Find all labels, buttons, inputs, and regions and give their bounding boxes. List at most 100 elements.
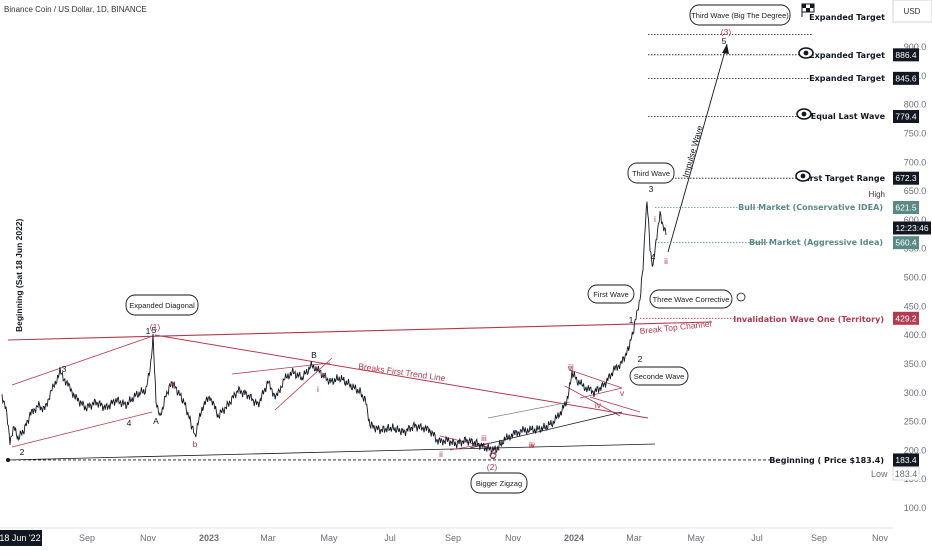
price-tag-text: 672.3 <box>895 173 917 183</box>
y-tick-label: 600.0 <box>904 215 927 225</box>
price-tag-text: 845.6 <box>895 73 917 83</box>
flag-icon-check <box>806 8 810 12</box>
x-tick-label: Sep <box>79 533 95 543</box>
x-tick-label: Nov <box>140 533 157 543</box>
y-tick-label: 500.0 <box>904 273 927 283</box>
price-tag-box <box>893 221 931 235</box>
y-tick-label: 250.0 <box>904 417 927 427</box>
y-tick-label: 350.0 <box>904 359 927 369</box>
y-tick-label: 750.0 <box>904 128 927 138</box>
wave-label: 4 <box>127 418 132 428</box>
bubble-text: Three Wave Corrective <box>653 295 730 304</box>
bubble-layer: Third Wave (Big The Degree) Third Wave Fir… <box>125 4 791 494</box>
trend-line <box>11 335 154 386</box>
eye-icon-pupil <box>803 50 809 56</box>
wave-label: 1 <box>629 315 634 325</box>
level-label: Bull Market (Aggressive Idea) <box>749 238 883 247</box>
x-tick-label: 2024 <box>564 533 584 543</box>
wave-label: B <box>311 350 317 360</box>
beginning-vertical-label: Beginning (Sat 18 Jun 2022) <box>14 218 24 332</box>
y-tick-label: 200.0 <box>904 445 927 455</box>
price-tag-box <box>893 200 919 214</box>
wave-label: A <box>153 416 159 426</box>
wave-label: v <box>568 363 573 373</box>
price-tag-text: 560.4 <box>895 238 917 248</box>
x-tick-label: Mar <box>626 533 642 543</box>
currency-box[interactable] <box>892 0 932 23</box>
trend-line <box>589 396 641 413</box>
trend-line <box>7 443 656 461</box>
wave-label: 3 <box>649 184 654 194</box>
level-label: Expanded Target <box>809 74 885 83</box>
bubble-box <box>629 366 689 386</box>
level-label: Beginning ( Price $183.4) <box>769 456 884 465</box>
price-tag-box <box>893 109 919 123</box>
level-label: Expanded Target <box>809 51 885 60</box>
wave-label: v <box>620 388 625 398</box>
y-tick-label: 300.0 <box>904 388 927 398</box>
wave-label: iii <box>568 362 574 372</box>
x-tick-label: May <box>687 533 705 543</box>
wave-label: 2 <box>20 447 25 457</box>
x-tick-label: Jul <box>751 533 763 543</box>
x-tick-layer: 18 Jun '22 Sep Nov 2023 Mar May Jul Sep Nov 2024 M… <box>0 530 888 546</box>
bubble-text: Expanded Diagonal <box>129 301 195 310</box>
flag-icon-check <box>802 4 806 8</box>
wave-label: iii <box>481 433 487 443</box>
wave-label: a <box>170 378 175 388</box>
lightbulb-icon <box>736 292 746 302</box>
bubble-text: Third Wave (Big The Degree) <box>691 11 789 20</box>
wave-label: 5 <box>152 325 157 335</box>
y-tick-label: 900.0 <box>904 42 927 52</box>
price-tag-box <box>893 236 919 250</box>
price-tag-text: 183.4 <box>895 455 917 465</box>
wave-label: b <box>193 439 198 449</box>
y-tick-label: 650.0 <box>904 186 927 196</box>
wave-label: i <box>317 384 319 394</box>
price-layer <box>1 201 667 455</box>
trend-line <box>11 411 153 448</box>
bubble-text: Third Wave <box>632 169 670 178</box>
y-tick-label: 700.0 <box>904 157 927 167</box>
level-lines-layer <box>8 34 816 461</box>
currency-label[interactable]: USD <box>904 7 921 16</box>
wave-label: 3 <box>62 364 67 374</box>
price-tag-text: 779.4 <box>895 111 917 121</box>
level-label: First Target Range <box>802 174 886 183</box>
x-tick-label: Nov <box>872 533 889 543</box>
trend-line <box>579 387 623 399</box>
symbol-title: Binance Coin / US Dollar, 1D, BINANCE <box>4 5 147 14</box>
price-tag-text: 886.4 <box>895 50 917 60</box>
y-tick-label: 100.0 <box>904 503 927 513</box>
level-label-layer: Expanded Target Expanded Target Expanded T… <box>733 3 886 465</box>
level-label: Bull Market (Conservative IDEA) <box>738 203 883 212</box>
trend-line <box>564 385 621 417</box>
trend-line <box>274 357 333 411</box>
time-axis-panel <box>0 528 893 550</box>
wave-label: i <box>654 214 656 224</box>
level-label: Expanded Target <box>809 13 885 22</box>
wave-label: (1) <box>150 322 161 332</box>
wave-label: 2 <box>638 354 643 364</box>
bubble-text: Seconde Wave <box>634 372 685 381</box>
bubble-box <box>470 472 528 494</box>
low-marker-circle <box>489 451 497 459</box>
wave-label: 1 <box>146 326 151 336</box>
eye-icon-pupil <box>801 111 807 117</box>
y-tick-label: 400.0 <box>904 330 927 340</box>
wave-label: (3) <box>721 27 732 37</box>
x-tick-label: Sep <box>811 533 827 543</box>
wave-label: C <box>490 451 496 461</box>
wave-label: (2) <box>487 462 498 472</box>
bubble-box <box>627 162 675 184</box>
trend-line <box>7 321 713 341</box>
wave-label: ii <box>664 256 668 266</box>
eye-icon-pupil <box>800 173 806 179</box>
wave-label: ii <box>530 440 534 450</box>
impulse-arrow-head <box>722 44 729 54</box>
price-tag-box <box>893 71 919 85</box>
x-tick-start-box <box>0 530 42 546</box>
wave-label: 4 <box>651 252 656 262</box>
